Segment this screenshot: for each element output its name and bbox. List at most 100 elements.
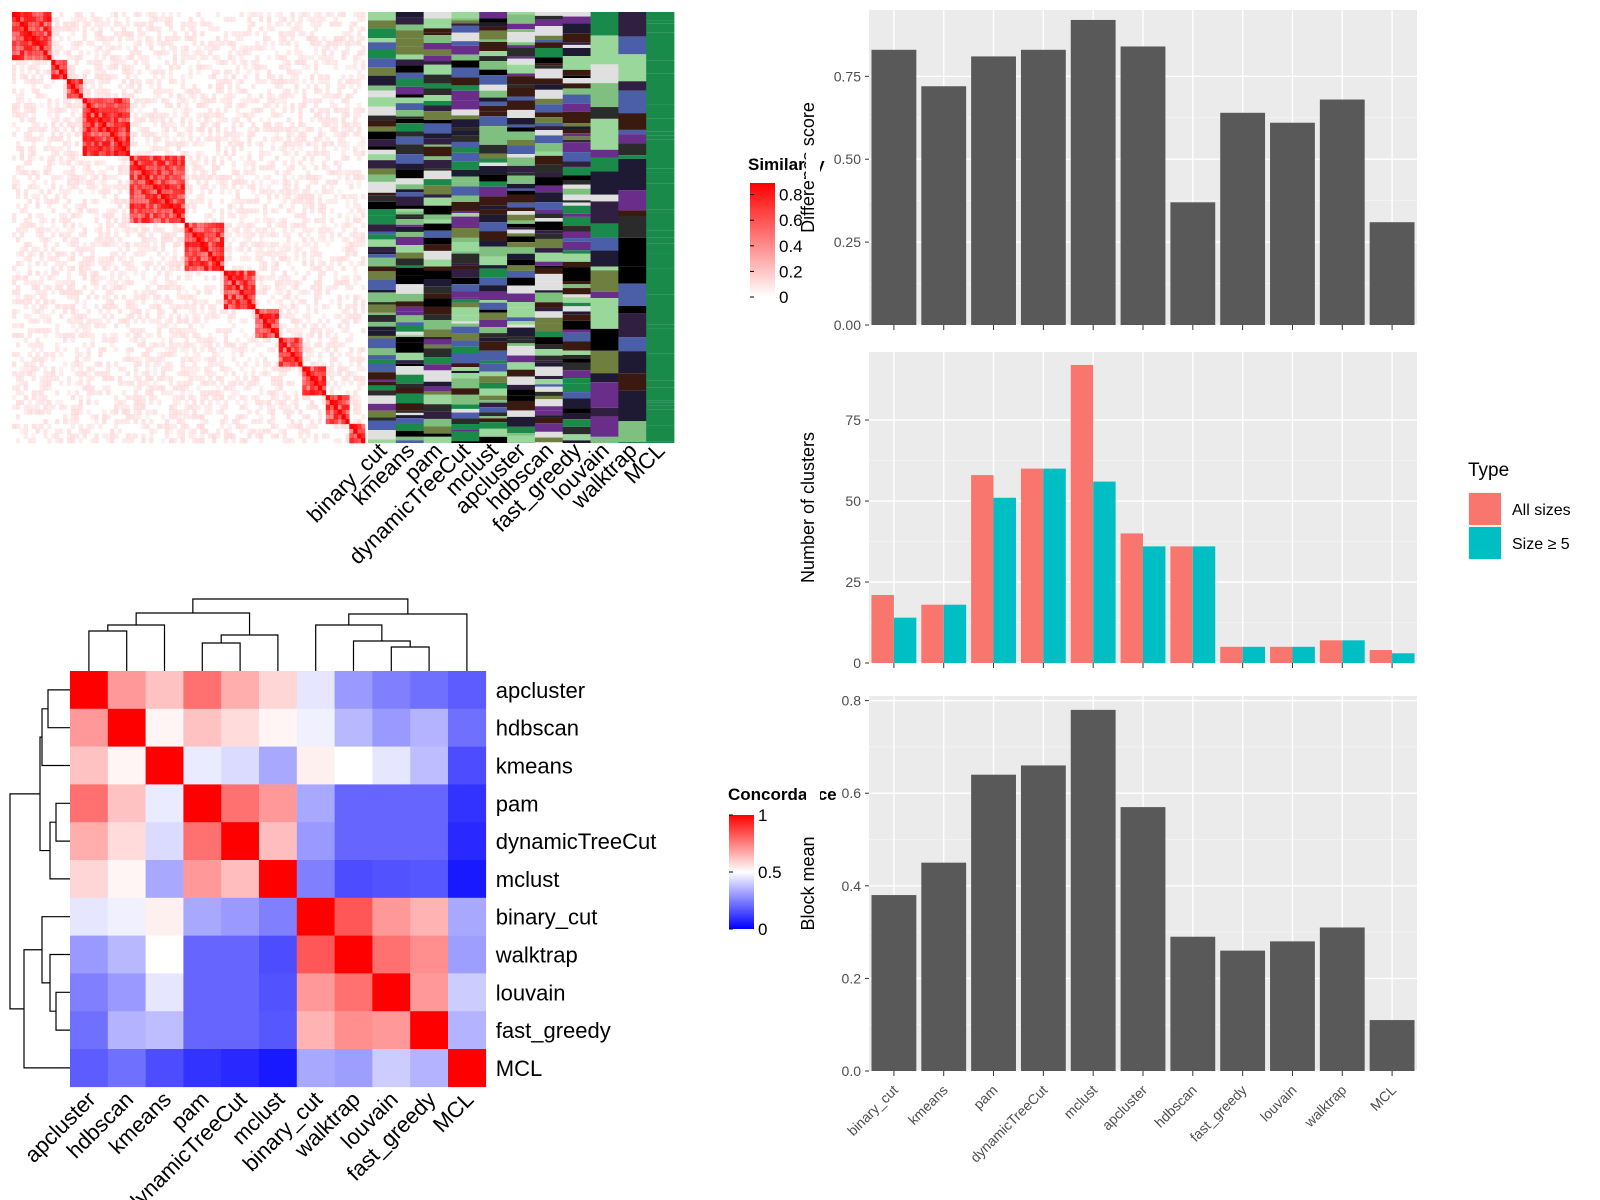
similarity-cell: [35, 308, 40, 314]
similarity-cell: [90, 337, 95, 343]
similarity-cell: [51, 299, 56, 305]
similarity-cell: [129, 141, 134, 147]
similarity-cell: [274, 433, 280, 439]
cluster-segment: [534, 143, 564, 152]
similarity-cell: [192, 165, 197, 171]
similarity-cell: [353, 198, 358, 204]
similarity-cell: [353, 251, 358, 257]
similarity-cell: [231, 313, 236, 319]
similarity-cell: [192, 21, 197, 27]
similarity-cell: [223, 174, 229, 180]
similarity-cell: [255, 198, 260, 204]
similarity-cell: [188, 256, 193, 262]
similarity-cell: [39, 256, 44, 262]
cluster-segment: [451, 32, 480, 42]
similarity-cell: [74, 208, 79, 214]
similarity-cell: [184, 141, 189, 147]
similarity-cell: [137, 165, 142, 171]
similarity-cell: [59, 59, 64, 65]
similarity-cell: [82, 117, 87, 123]
similarity-cell: [39, 59, 44, 65]
similarity-cell: [145, 155, 150, 161]
similarity-cell: [345, 174, 350, 180]
similarity-cell: [133, 361, 138, 367]
similarity-cell: [51, 74, 56, 80]
similarity-cell: [39, 380, 44, 386]
similarity-cell: [59, 428, 64, 434]
similarity-cell: [266, 88, 272, 94]
similarity-cell: [329, 184, 334, 190]
similarity-cell: [23, 189, 28, 195]
similarity-cell: [12, 79, 17, 85]
cluster-segment: [451, 441, 480, 443]
similarity-cell: [235, 170, 240, 176]
similarity-cell: [106, 150, 111, 156]
similarity-cell: [274, 21, 280, 27]
similarity-cell: [274, 361, 280, 367]
similarity-cell: [172, 328, 178, 334]
cluster-label-columns: [368, 12, 675, 443]
similarity-cell: [94, 136, 99, 142]
similarity-cell: [329, 409, 334, 415]
similarity-cell: [310, 390, 315, 396]
similarity-cell: [78, 102, 83, 109]
similarity-cell: [70, 313, 76, 319]
cluster-segment: [562, 161, 591, 167]
similarity-cell: [286, 356, 291, 362]
similarity-cell: [235, 284, 240, 291]
similarity-cell: [274, 170, 280, 176]
similarity-cell: [82, 141, 87, 147]
similarity-cell: [353, 112, 358, 118]
similarity-cell: [39, 304, 44, 310]
similarity-cell: [98, 98, 103, 104]
similarity-cell: [153, 299, 158, 305]
similarity-cell: [172, 323, 178, 329]
similarity-cell: [282, 395, 287, 401]
similarity-cell: [286, 150, 291, 156]
cluster-segment: [562, 119, 591, 124]
similarity-cell: [164, 423, 170, 429]
similarity-cell: [294, 189, 299, 195]
similarity-cell: [113, 126, 119, 133]
cluster-segment: [534, 15, 564, 20]
cluster-segment: [395, 423, 425, 431]
similarity-cell: [184, 299, 189, 305]
similarity-cell: [212, 380, 217, 386]
similarity-cell: [353, 150, 358, 156]
cluster-segment: [479, 56, 508, 62]
similarity-cell: [345, 251, 350, 257]
similarity-cell: [278, 356, 283, 362]
similarity-cell: [353, 270, 358, 276]
similarity-cell: [278, 380, 283, 386]
similarity-cell: [329, 342, 334, 348]
similarity-cell: [310, 261, 315, 267]
similarity-cell: [345, 79, 350, 85]
similarity-cell: [117, 375, 123, 382]
similarity-cell: [290, 227, 295, 233]
similarity-cell: [121, 213, 127, 219]
similarity-cell: [47, 313, 52, 319]
similarity-cell: [345, 131, 350, 137]
similarity-cell: [314, 361, 319, 367]
similarity-cell: [133, 270, 138, 276]
cluster-segment: [395, 286, 425, 294]
similarity-cell: [78, 131, 83, 137]
similarity-cell: [161, 284, 166, 291]
cluster-segment: [534, 431, 564, 438]
similarity-cell: [263, 308, 268, 314]
similarity-cell: [106, 361, 111, 367]
similarity-cell: [117, 203, 123, 209]
similarity-cell: [215, 251, 221, 257]
similarity-cell: [259, 189, 264, 195]
similarity-cell: [161, 98, 166, 104]
similarity-cell: [200, 126, 205, 133]
similarity-cell: [196, 241, 201, 247]
similarity-cell: [345, 241, 350, 247]
similarity-cell: [31, 371, 36, 377]
similarity-cell: [145, 308, 150, 314]
similarity-cell: [12, 12, 17, 18]
similarity-cell: [302, 198, 307, 204]
similarity-cell: [59, 146, 64, 152]
similarity-cell: [133, 21, 138, 27]
similarity-cell: [129, 414, 134, 420]
